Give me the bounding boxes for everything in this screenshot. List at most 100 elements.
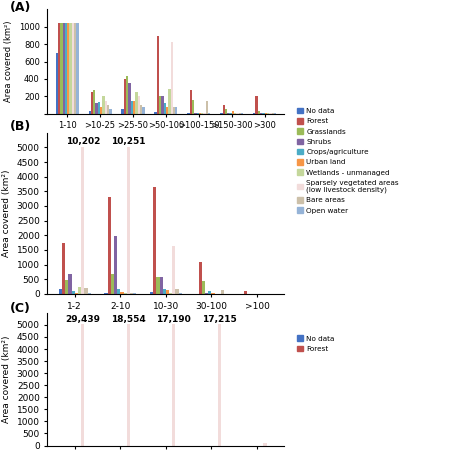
X-axis label: Tephra isopach thickness (mm): Tephra isopach thickness (mm) — [95, 136, 237, 145]
Bar — [72, 23, 74, 114]
Bar — [117, 290, 120, 294]
Bar — [175, 289, 179, 294]
Bar — [130, 293, 133, 294]
Bar — [107, 105, 109, 114]
Bar — [153, 187, 156, 294]
Bar — [168, 90, 171, 114]
Bar — [187, 113, 190, 114]
Y-axis label: Area covered (km²): Area covered (km²) — [4, 21, 13, 102]
Bar — [114, 236, 117, 294]
Bar — [238, 113, 241, 114]
Y-axis label: Area covered (km²): Area covered (km²) — [2, 170, 11, 257]
Bar — [232, 111, 234, 114]
Bar — [108, 197, 111, 294]
Bar — [81, 147, 84, 294]
Bar — [128, 83, 131, 114]
Bar — [201, 113, 203, 114]
Bar — [91, 92, 93, 114]
Bar — [227, 113, 229, 114]
Bar — [203, 113, 206, 114]
Bar — [202, 281, 205, 294]
Bar — [179, 293, 182, 294]
Bar — [221, 290, 224, 294]
Bar — [163, 290, 166, 294]
Bar — [124, 293, 127, 294]
Bar — [166, 107, 168, 114]
Bar — [62, 243, 65, 294]
Bar — [166, 291, 169, 294]
Bar — [111, 274, 114, 294]
Bar — [120, 292, 124, 294]
Bar — [172, 324, 175, 446]
X-axis label: Tephra isopach thickness (mm): Tephra isopach thickness (mm) — [90, 316, 242, 326]
Bar — [68, 274, 72, 294]
Bar — [65, 23, 67, 114]
Bar — [133, 101, 135, 114]
Bar — [75, 293, 78, 294]
Bar — [89, 111, 91, 114]
Bar — [164, 103, 166, 114]
Bar — [137, 96, 140, 114]
Bar — [98, 102, 100, 114]
Bar — [159, 96, 161, 114]
Bar — [124, 79, 126, 114]
Bar — [88, 293, 91, 294]
Bar — [169, 293, 172, 294]
Text: 10,251: 10,251 — [111, 137, 146, 146]
Bar — [208, 291, 211, 294]
Bar — [190, 91, 192, 114]
Bar — [67, 23, 70, 114]
Bar — [150, 292, 153, 294]
Bar — [194, 113, 197, 114]
Bar — [81, 324, 84, 446]
Bar — [93, 91, 95, 114]
Bar — [171, 42, 173, 114]
Bar — [244, 291, 247, 294]
Bar — [72, 291, 75, 294]
Bar — [121, 109, 124, 114]
Bar — [192, 100, 194, 114]
Bar — [133, 293, 137, 294]
Bar — [65, 280, 68, 294]
Bar — [109, 109, 111, 114]
Bar — [95, 103, 98, 114]
Bar — [100, 107, 102, 114]
Bar — [161, 96, 164, 114]
Bar — [199, 113, 201, 114]
Bar — [142, 107, 145, 114]
Text: 17,190: 17,190 — [156, 315, 191, 324]
Bar — [127, 147, 130, 294]
Bar — [58, 23, 60, 114]
Bar — [155, 112, 157, 114]
Bar — [127, 324, 130, 446]
Bar — [156, 277, 160, 294]
Bar — [131, 101, 133, 114]
Bar — [126, 76, 128, 114]
Bar — [135, 92, 137, 114]
Bar — [258, 111, 260, 114]
Text: (C): (C) — [9, 302, 30, 315]
Bar — [70, 23, 72, 114]
Bar — [175, 107, 177, 114]
Bar — [264, 443, 266, 446]
Bar — [76, 23, 79, 114]
Bar — [63, 23, 65, 114]
Bar — [255, 96, 258, 114]
Bar — [78, 287, 81, 294]
Bar — [225, 109, 227, 114]
Bar — [59, 290, 62, 294]
Bar — [222, 105, 225, 114]
Bar — [199, 262, 202, 294]
Bar — [102, 96, 105, 114]
Bar — [84, 288, 88, 294]
Y-axis label: Area covered (km²): Area covered (km²) — [2, 336, 11, 423]
Bar — [173, 107, 175, 114]
Bar — [160, 277, 163, 294]
Bar — [105, 101, 107, 114]
Bar — [218, 324, 221, 446]
Text: 18,554: 18,554 — [111, 315, 146, 324]
Bar — [157, 36, 159, 114]
Bar — [197, 113, 199, 114]
Text: (B): (B) — [9, 120, 31, 133]
Bar — [104, 293, 108, 294]
